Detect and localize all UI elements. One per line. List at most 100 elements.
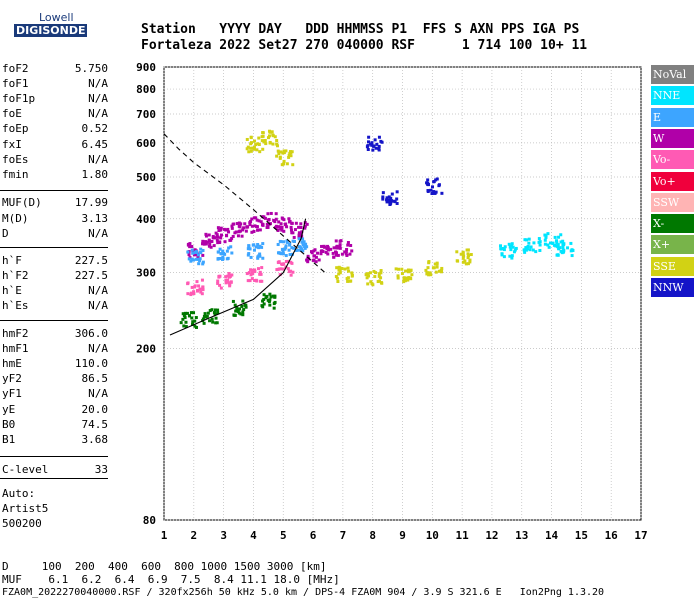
data-point-e <box>261 256 265 260</box>
param-row-yf2: yF2 86.5 <box>2 372 108 386</box>
param-row-md: M(D) 3.13 <box>2 212 108 226</box>
param-row-hmf2: hmF2 306.0 <box>2 327 108 341</box>
data-point-e <box>221 255 225 259</box>
data-point-sse <box>249 149 253 153</box>
data-point-sse <box>404 276 408 280</box>
data-point-sse <box>428 271 432 275</box>
data-point-e <box>216 250 220 254</box>
data-point-nne <box>543 242 547 246</box>
data-point-w <box>249 219 253 223</box>
data-point-w <box>265 222 269 226</box>
data-point-x <box>241 310 245 314</box>
data-point-e <box>221 257 225 261</box>
data-point-sse <box>267 134 271 138</box>
data-point-w <box>204 234 208 238</box>
data-point-x <box>233 303 237 307</box>
param-name: foE <box>2 107 22 120</box>
autoscale-line-1: Auto: <box>2 487 36 500</box>
header-line-2: Fortaleza 2022 Set27 270 040000 RSF 1 71… <box>141 38 588 53</box>
data-point-vo <box>199 290 203 294</box>
data-point-x <box>268 303 272 307</box>
data-point-e <box>186 250 190 254</box>
data-point-vo <box>224 275 228 279</box>
data-point-w <box>322 244 326 248</box>
data-point-w <box>345 253 349 257</box>
data-point-w <box>289 228 293 232</box>
data-point-x <box>203 314 207 318</box>
data-point-sse <box>440 266 444 270</box>
data-point-w <box>310 251 314 255</box>
data-point-nnw <box>389 199 393 203</box>
data-point-nnw <box>366 147 370 151</box>
data-point-x <box>214 321 218 325</box>
data-point-sse <box>396 276 400 280</box>
data-point-sse <box>346 279 350 283</box>
data-point-vo <box>190 285 194 289</box>
legend-item-nnw: NNW <box>651 278 694 297</box>
data-point-x <box>183 316 187 320</box>
data-point-e <box>284 254 288 258</box>
data-point-e <box>247 244 251 248</box>
param-row-foep: foEp 0.52 <box>2 122 108 136</box>
data-point-e <box>218 247 222 251</box>
x-tick-label: 6 <box>310 529 317 542</box>
data-point-e <box>256 256 260 260</box>
data-point-x <box>206 311 210 315</box>
data-point-w <box>216 226 220 230</box>
data-point-sse <box>407 276 411 280</box>
data-point-w <box>320 244 324 248</box>
param-value: N/A <box>88 299 108 312</box>
data-point-e <box>276 243 280 247</box>
data-point-e <box>256 243 260 247</box>
data-point-w <box>224 228 228 232</box>
data-point-w <box>240 234 244 238</box>
data-point-w <box>321 249 325 253</box>
data-point-vo <box>245 272 249 276</box>
data-point-nne <box>507 242 511 246</box>
data-point-e <box>290 246 294 250</box>
data-point-w <box>230 226 234 230</box>
data-point-w <box>225 233 229 237</box>
data-point-sse <box>456 259 460 263</box>
data-point-nnw <box>437 184 441 188</box>
data-point-w <box>289 225 293 229</box>
data-point-vo <box>226 274 230 278</box>
data-point-nnw <box>381 197 385 201</box>
data-point-vo <box>249 273 253 277</box>
data-point-w <box>232 222 236 226</box>
data-point-e <box>196 253 200 257</box>
param-row-fmin: fmin 1.80 <box>2 168 108 182</box>
data-point-sse <box>275 139 279 143</box>
x-tick-label: 11 <box>456 529 470 542</box>
data-point-sse <box>255 148 259 152</box>
data-point-e <box>297 245 301 249</box>
data-point-vo <box>201 288 205 292</box>
data-point-nnw <box>367 135 371 139</box>
data-point-w <box>274 217 278 221</box>
data-point-w <box>303 226 307 230</box>
data-point-nne <box>510 256 514 260</box>
data-point-w <box>207 244 211 248</box>
data-point-e <box>201 248 205 252</box>
data-point-x <box>231 299 235 303</box>
data-point-nne <box>523 238 527 242</box>
data-point-sse <box>275 154 279 158</box>
data-point-nnw <box>385 198 389 202</box>
data-point-x <box>261 299 265 303</box>
data-point-nnw <box>435 177 439 181</box>
data-point-nnw <box>377 147 381 151</box>
data-point-e <box>283 247 287 251</box>
data-point-sse <box>466 256 470 260</box>
param-row-foes: foEs N/A <box>2 153 108 167</box>
data-point-nne <box>500 252 504 256</box>
param-value: N/A <box>88 92 108 105</box>
data-point-vo <box>192 292 196 296</box>
param-row-b1: B1 3.68 <box>2 433 108 447</box>
param-value: 0.52 <box>81 122 109 135</box>
data-point-e <box>292 246 296 250</box>
data-point-sse <box>373 275 377 279</box>
data-point-x <box>235 306 239 310</box>
autoscale-line-3: 500200 <box>2 517 42 530</box>
data-point-w <box>219 236 223 240</box>
data-point-sse <box>377 279 381 283</box>
